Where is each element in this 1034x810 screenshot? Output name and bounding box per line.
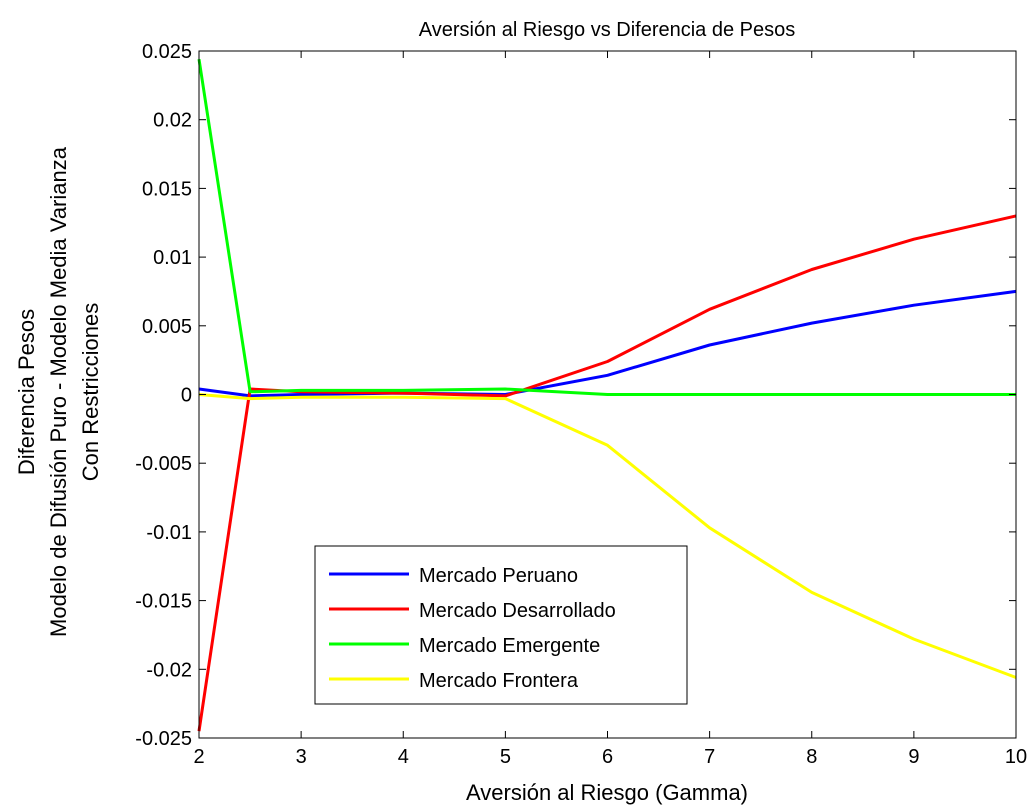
y-axis-label: Diferencia Pesos Modelo de Difusión Puro… [14, 146, 103, 637]
y-tick-label: 0.025 [142, 41, 192, 63]
x-tick-label: 7 [704, 746, 715, 768]
legend-label-3: Mercado Emergente [419, 635, 600, 657]
x-tick-label: 2 [193, 746, 204, 768]
y-tick-label: 0.015 [142, 178, 192, 200]
legend-label-4: Mercado Frontera [419, 670, 579, 692]
legend-label-1: Mercado Peruano [419, 565, 578, 587]
legend-label-2: Mercado Desarrollado [419, 600, 616, 622]
x-tick-label: 4 [398, 746, 409, 768]
chart-title: Aversión al Riesgo vs Diferencia de Peso… [419, 19, 795, 41]
x-axis-label: Aversión al Riesgo (Gamma) [466, 780, 748, 805]
y-axis-label-line-3: Con Restricciones [78, 303, 103, 482]
y-tick-label: -0.01 [146, 522, 192, 544]
x-tick-label: 10 [1005, 746, 1027, 768]
y-axis-label-line-1: Diferencia Pesos [14, 309, 39, 475]
y-tick-label: -0.005 [135, 453, 192, 475]
y-tick-label: 0 [181, 385, 192, 407]
x-tick-label: 5 [500, 746, 511, 768]
y-tick-label: -0.015 [135, 591, 192, 613]
series-line-3 [197, 58, 1016, 396]
x-tick-label: 3 [296, 746, 307, 768]
x-tick-label: 6 [602, 746, 613, 768]
y-tick-label: -0.02 [146, 659, 192, 681]
series-line-4 [198, 393, 1017, 679]
legend: Mercado Peruano Mercado Desarrollado Merca… [314, 545, 688, 705]
x-tick-label: 9 [908, 746, 919, 768]
x-tick-label: 8 [806, 746, 817, 768]
y-tick-label: -0.025 [135, 728, 192, 750]
y-axis-label-line-2: Modelo de Difusión Puro - Modelo Media V… [46, 146, 71, 637]
y-tick-label: 0.01 [153, 247, 192, 269]
y-tick-label: 0.02 [153, 110, 192, 132]
y-tick-label: 0.005 [142, 316, 192, 338]
series-line-1 [198, 289, 1017, 398]
